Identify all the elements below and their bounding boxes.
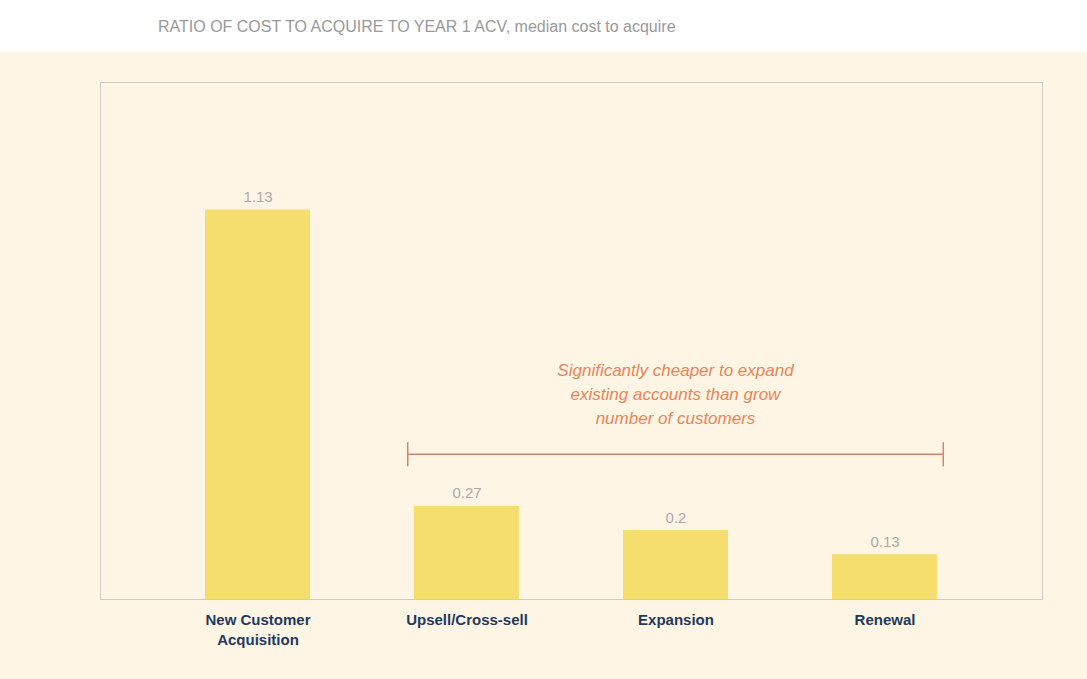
svg-text:Expansion: Expansion [638, 611, 714, 628]
svg-text:0.27: 0.27 [452, 484, 481, 501]
html-text:RATIO OF COST TO ACQUIRE TO YE: RATIO OF COST TO ACQUIRE TO YEAR 1 ACV, … [158, 18, 676, 35]
svg-text:0.13: 0.13 [870, 533, 899, 550]
svg-text:Significantly cheaper to expan: Significantly cheaper to expandexisting … [557, 361, 794, 428]
svg-text:0.2: 0.2 [666, 509, 687, 526]
svg-text:1.13: 1.13 [243, 188, 272, 205]
svg-text:New CustomerAcquisition: New CustomerAcquisition [205, 611, 310, 648]
svg-text:Upsell/Cross-sell: Upsell/Cross-sell [406, 611, 528, 628]
svg-text:Renewal: Renewal [855, 611, 916, 628]
